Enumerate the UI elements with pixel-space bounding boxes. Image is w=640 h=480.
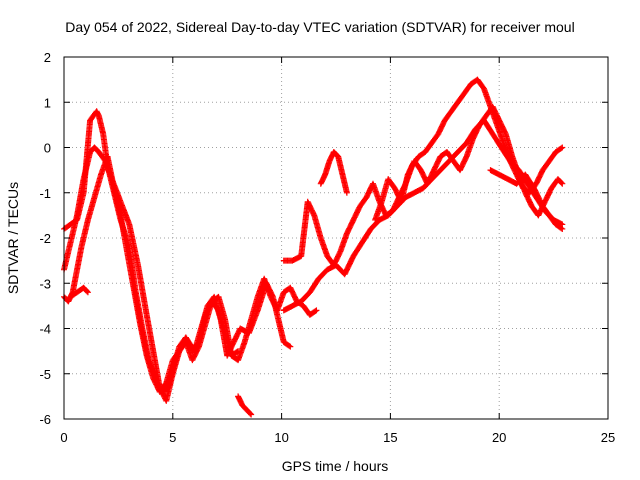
data-point [559,144,566,151]
data-series [317,149,350,196]
y-tick-label: -5 [39,367,51,382]
series-layer [61,76,566,418]
x-tick-label: 5 [169,430,176,445]
data-point [312,308,319,315]
y-tick-label: -2 [39,231,51,246]
data-point [247,410,254,417]
data-point [84,289,91,296]
data-point [84,288,91,295]
y-tick-label: -1 [39,186,51,201]
x-axis-label: GPS time / hours [282,458,389,474]
data-series [235,393,255,418]
grid [64,57,608,419]
data-point [287,343,294,350]
data-series [67,284,91,300]
data-series [487,167,566,232]
y-tick-label: 0 [44,141,51,156]
data-series [61,153,242,395]
x-tick-label: 0 [60,430,67,445]
y-tick-label: 1 [44,95,51,110]
data-point [313,307,320,314]
data-point [559,225,566,232]
y-tick-label: -6 [39,412,51,427]
data-point [558,179,565,186]
y-tick-label: 2 [44,50,51,65]
x-tick-label: 25 [601,430,615,445]
data-point [558,145,565,152]
data-point [233,348,240,355]
axis-ticks: 0 5 10 15 20 25 -6 -5 -4 -3 -2 -1 0 1 2 [39,50,615,445]
x-tick-label: 15 [383,430,397,445]
y-tick-label: -4 [39,322,51,337]
data-point [248,411,255,418]
data-point [286,342,293,349]
data-point [235,348,242,355]
data-point [558,225,565,232]
y-axis-label: SDTVAR / TECUs [5,182,21,294]
chart-title: Day 054 of 2022, Sidereal Day-to-day VTE… [65,19,574,35]
x-tick-label: 20 [492,430,506,445]
x-tick-label: 10 [274,430,288,445]
data-point [343,189,350,196]
data-point [559,180,566,187]
y-tick-label: -3 [39,276,51,291]
data-series [280,117,566,314]
